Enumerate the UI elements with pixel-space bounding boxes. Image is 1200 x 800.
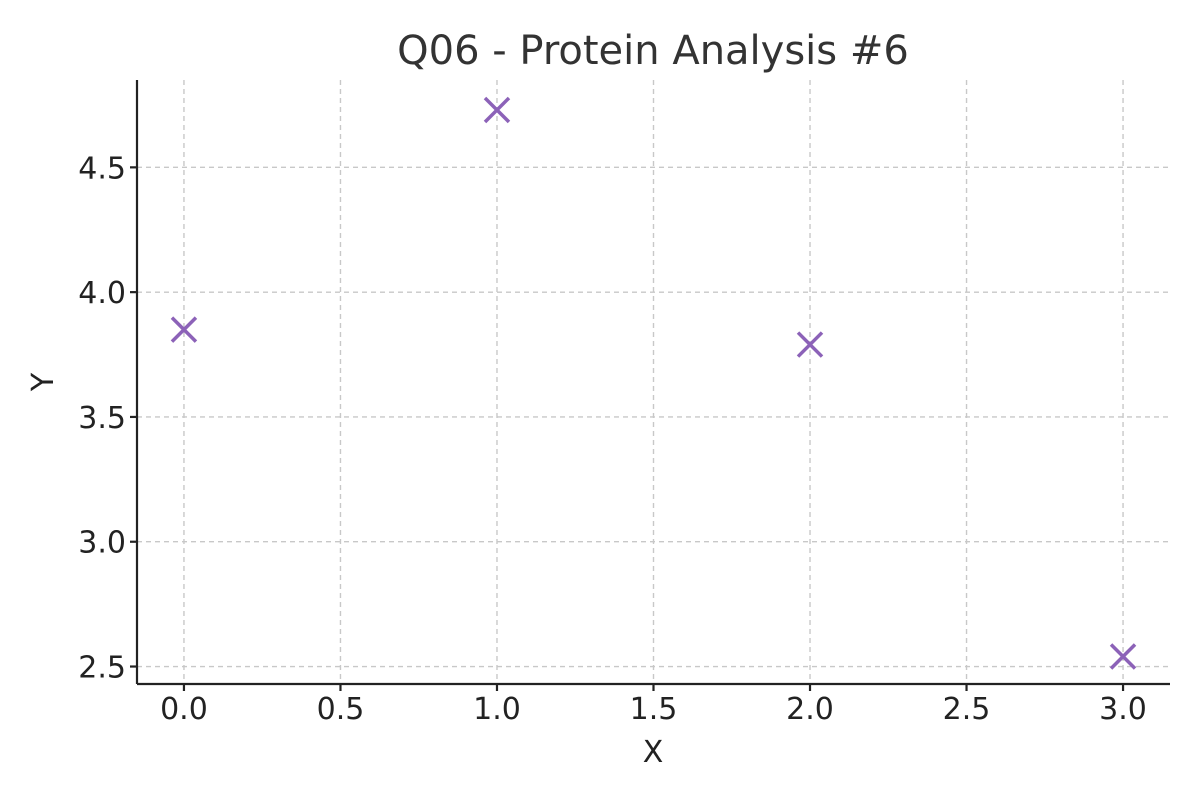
axes: 0.0 0.5 1.0 1.5 2.0 2.5 3.0 2.5 3.0 3.5 4.0 4.5 xyxy=(78,80,1170,727)
x-tick-label: 1.5 xyxy=(630,692,678,727)
grid xyxy=(137,80,1170,684)
y-tick-label: 4.5 xyxy=(78,151,126,186)
data-point xyxy=(1109,643,1137,670)
data-point xyxy=(483,96,511,124)
y-tick-label: 2.5 xyxy=(78,651,126,686)
data-point xyxy=(170,316,198,343)
data-points xyxy=(170,96,1137,670)
x-tick-label: 2.5 xyxy=(943,692,991,727)
x-tick-label: 0.5 xyxy=(317,692,365,727)
y-axis-label: Y xyxy=(26,372,61,392)
x-tick-label: 1.0 xyxy=(473,692,521,727)
data-point xyxy=(796,331,824,358)
x-tick-label: 2.0 xyxy=(786,692,834,727)
y-tick-label: 3.5 xyxy=(78,401,126,436)
x-axis-label: X xyxy=(643,735,664,770)
x-tick-label: 0.0 xyxy=(160,692,208,727)
y-tick-label: 3.0 xyxy=(78,526,126,561)
chart-title: Q06 - Protein Analysis #6 xyxy=(397,28,909,74)
y-tick-label: 4.0 xyxy=(78,276,126,311)
x-tick-label: 3.0 xyxy=(1099,692,1147,727)
